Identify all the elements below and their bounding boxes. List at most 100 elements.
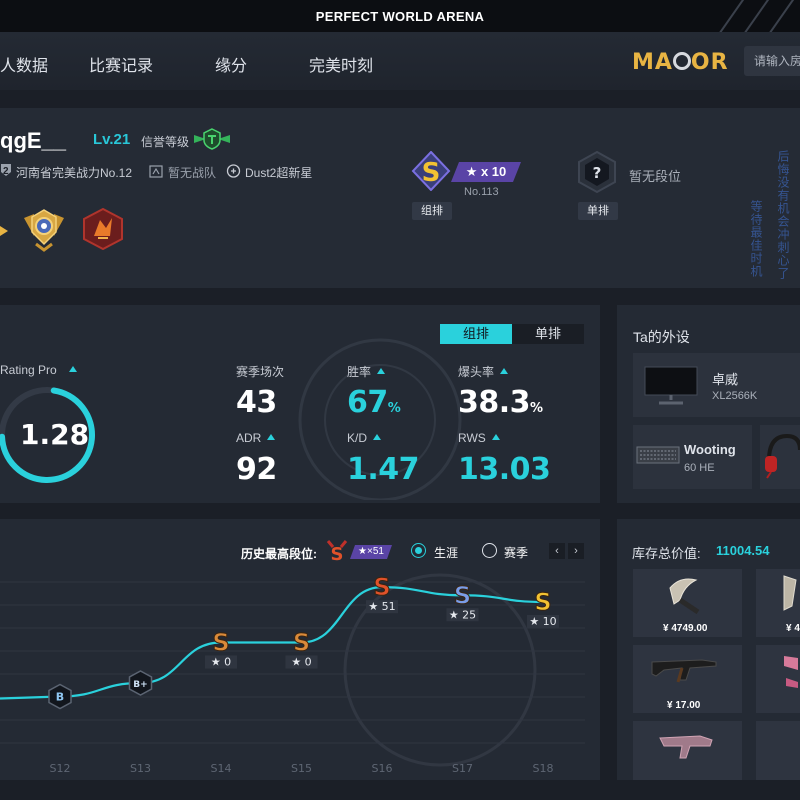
- player-title: Dust2超新星: [245, 166, 313, 180]
- player-level: Lv.21: [93, 131, 131, 148]
- chart-point: S★ 0: [205, 628, 237, 669]
- tab-solo[interactable]: 单排: [512, 324, 584, 344]
- stat-value-rws: 13.03: [458, 452, 551, 487]
- keyboard-icon: [636, 446, 680, 464]
- stat-label-rws: RWS: [458, 431, 500, 445]
- group-rank-icon[interactable]: S: [411, 151, 451, 191]
- star-label: ★ 10: [529, 615, 556, 628]
- dragon-badge-icon[interactable]: [80, 208, 126, 250]
- inventory-total: 11004.54: [716, 543, 770, 558]
- chart-next-button[interactable]: ›: [568, 543, 584, 559]
- x-tick-label: S13: [130, 762, 151, 775]
- nav-item-highlights[interactable]: 完美时刻: [309, 58, 374, 75]
- x-tick-label: S12: [50, 762, 71, 775]
- stat-value-kd: 1.47: [347, 452, 420, 487]
- rank-letter: B+: [133, 680, 147, 690]
- inventory-price: ¥ 17.00: [667, 700, 701, 711]
- star-label-bg: [285, 655, 318, 669]
- room-search: [744, 46, 800, 76]
- nav-item-fate[interactable]: 缘分: [215, 58, 248, 75]
- chart-point: B+: [128, 670, 153, 696]
- stat-label-matches: 赛季场次: [236, 365, 285, 379]
- group-rank-number: No.113: [464, 186, 499, 198]
- up-arrow-icon: [500, 368, 509, 374]
- rifle-icon: [651, 659, 717, 683]
- solo-rank-icon[interactable]: ?: [575, 150, 619, 194]
- chart-point: S★ 0: [285, 628, 318, 669]
- knife-icon: [669, 578, 700, 615]
- chart-grid: [0, 581, 585, 744]
- keyboard-model: 60 HE: [684, 462, 715, 474]
- star-label: ★ 25: [449, 608, 476, 621]
- rank-badge-hex: [48, 683, 72, 710]
- rank-badge-hex: [128, 670, 153, 696]
- medal-badge-icon[interactable]: [20, 208, 68, 252]
- history-best-label: 历史最高段位:: [241, 547, 317, 561]
- team-icon: [149, 165, 163, 178]
- x-tick-label: S16: [372, 762, 393, 775]
- inventory-item[interactable]: [756, 645, 800, 713]
- stat-value-adr: 92: [236, 452, 277, 487]
- x-tick-label: S17: [452, 762, 473, 775]
- up-arrow-icon: [68, 366, 77, 372]
- solo-rank-tag: 单排: [578, 202, 618, 220]
- profile-header: [0, 108, 800, 288]
- keyboard-brand: Wooting: [684, 442, 736, 457]
- chart-point: S★ 51: [366, 573, 398, 614]
- honor-badge-icon[interactable]: [0, 220, 10, 242]
- watermark-emblem: [298, 338, 462, 500]
- chart-watermark: [343, 573, 537, 767]
- up-arrow-icon: [267, 434, 276, 440]
- credit-shield-icon[interactable]: [194, 127, 230, 151]
- rank-letter: S: [534, 588, 551, 616]
- headset-icon: [765, 433, 800, 479]
- stat-value-winrate: 67%: [347, 385, 401, 420]
- inventory-item[interactable]: [633, 645, 742, 713]
- solo-rank-text: 暂无段位: [629, 169, 682, 184]
- inventory-item[interactable]: [756, 721, 800, 780]
- star-label-bg: [446, 608, 479, 622]
- rank-history-chart: BB+S★ 0S★ 0S★ 51 S★ 25 S★ 10 S12 S13 S14 S15 S…: [0, 573, 585, 775]
- rating-label: Rating Pro: [0, 363, 77, 377]
- x-tick-label: S15: [291, 762, 312, 775]
- stat-label-headshot: 爆头率: [458, 363, 509, 380]
- decor-slashes: [710, 0, 800, 32]
- radio-season[interactable]: [482, 543, 497, 558]
- credit-label: 信誉等级: [141, 135, 190, 149]
- rank-letter: S: [373, 573, 390, 601]
- player-name: qgE__: [0, 128, 67, 153]
- stat-label-winrate: 胜率: [347, 363, 386, 380]
- nav-item-match-history[interactable]: 比赛记录: [89, 58, 154, 75]
- up-arrow-icon: [491, 434, 500, 440]
- rank-letter: S: [212, 629, 229, 657]
- room-search-input[interactable]: [754, 54, 800, 68]
- rank-letter: S: [454, 581, 471, 609]
- chart-point: B: [48, 683, 72, 710]
- group-rank-tag: 组排: [412, 202, 452, 220]
- title-icon: [226, 164, 241, 178]
- star-label-bg: [366, 600, 398, 614]
- history-best-stars: ★×51: [350, 545, 392, 559]
- rating-value: 1.28: [20, 418, 90, 451]
- radio-season-label: 赛季: [504, 546, 529, 560]
- main-nav: 人数据 比赛记录 缘分 完美时刻 MA OR: [0, 32, 800, 90]
- bottom-strip: [0, 784, 800, 800]
- major-logo[interactable]: MA OR: [632, 50, 729, 75]
- team-status: 暂无战队: [168, 166, 217, 180]
- inventory-price: ¥ 4749.00: [663, 623, 708, 634]
- radio-career[interactable]: [411, 543, 426, 558]
- chart-point: S★ 10: [527, 588, 559, 628]
- nav-item-personal-data[interactable]: 人数据: [0, 58, 49, 75]
- x-tick-label: S18: [533, 762, 554, 775]
- signature-text-2: 后悔没有机会冲刺心了: [776, 150, 790, 280]
- chart-prev-button[interactable]: ‹: [549, 543, 565, 559]
- monitor-model: XL2566K: [712, 390, 758, 402]
- province-rank: 河南省完美战力No.12: [16, 166, 133, 180]
- radio-career-label: 生涯: [434, 546, 459, 560]
- monitor-icon: [644, 366, 698, 405]
- star-label: ★ 0: [291, 656, 311, 669]
- chart-marks: BB+S★ 0S★ 0S★ 51 S★ 25 S★ 10: [48, 573, 559, 710]
- solo-rank-letter: ?: [593, 164, 602, 182]
- province-rank-number: 2: [3, 166, 9, 177]
- tab-group[interactable]: 组排: [440, 324, 512, 344]
